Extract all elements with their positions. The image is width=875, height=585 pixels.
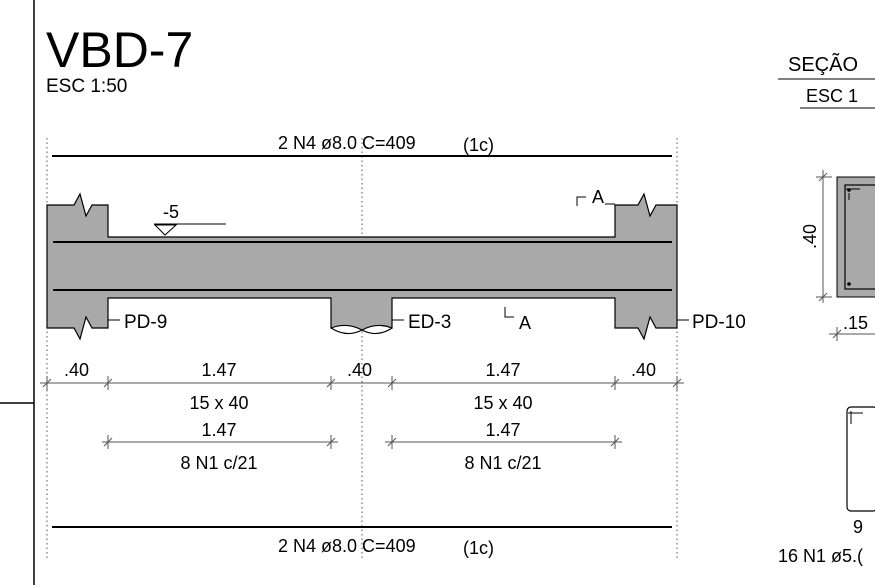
section-cut-bottom-label: A — [519, 313, 531, 333]
level-mark-label: -5 — [163, 202, 179, 222]
axis-lines — [46, 138, 678, 560]
dim-span-2-section: 15 x 40 — [473, 393, 532, 413]
section-cut-top-mark — [576, 196, 586, 206]
section-stirrup — [844, 184, 875, 290]
top-rebar-suffix: (1c) — [463, 135, 494, 155]
dim-span-2-stirrups: 8 N1 c/21 — [464, 453, 541, 473]
bottom-rebar-suffix: (1c) — [463, 538, 494, 558]
section-height-dim — [816, 170, 832, 303]
bottom-rebar-label: 2 N4 ø8.0 C=409 — [278, 536, 416, 556]
top-rebar-label: 2 N4 ø8.0 C=409 — [278, 133, 416, 153]
section-concrete — [836, 176, 875, 298]
support-left-label: PD-9 — [124, 312, 167, 333]
dimension-line-main — [40, 376, 684, 390]
dim-support-middle: .40 — [347, 360, 372, 380]
section-width-dim — [829, 327, 875, 341]
section-width-label: .15 — [843, 313, 868, 333]
dim-span-2-length: 1.47 — [485, 360, 520, 380]
section-cut-top-label: A — [592, 187, 604, 207]
level-mark-triangle — [153, 224, 178, 236]
dim-support-right: .40 — [631, 360, 656, 380]
ed3-break-arc — [330, 327, 393, 335]
section-height-label: .40 — [800, 224, 820, 249]
stirrup-shape — [846, 406, 875, 512]
drawing-scale: ESC 1:50 — [46, 76, 127, 97]
section-cut-bottom-mark — [504, 307, 514, 318]
dim-span-2-stirrup-length: 1.47 — [485, 420, 520, 440]
dim-support-left: .40 — [64, 360, 89, 380]
section-scale: ESC 1 — [806, 86, 858, 106]
support-right-label: PD-10 — [692, 312, 746, 333]
stirrup-detail-label: 16 N1 ø5.( — [778, 546, 863, 566]
support-middle-label: ED-3 — [408, 312, 451, 333]
dim-span-1-section: 15 x 40 — [189, 393, 248, 413]
dim-span-1-length: 1.47 — [201, 360, 236, 380]
dimension-line-stirrups — [102, 435, 622, 449]
stirrup-shape-hook — [848, 411, 863, 424]
section-title: SEÇÃO — [788, 52, 858, 76]
dim-span-1-stirrups: 8 N1 c/21 — [180, 453, 257, 473]
section-bar-bottom — [847, 282, 851, 286]
beam-concrete — [46, 192, 678, 341]
section-bar-top — [847, 188, 851, 192]
stirrup-detail-dim: 9 — [853, 517, 863, 537]
drawing-title: VBD-7 — [46, 22, 193, 78]
dim-span-1-stirrup-length: 1.47 — [201, 420, 236, 440]
